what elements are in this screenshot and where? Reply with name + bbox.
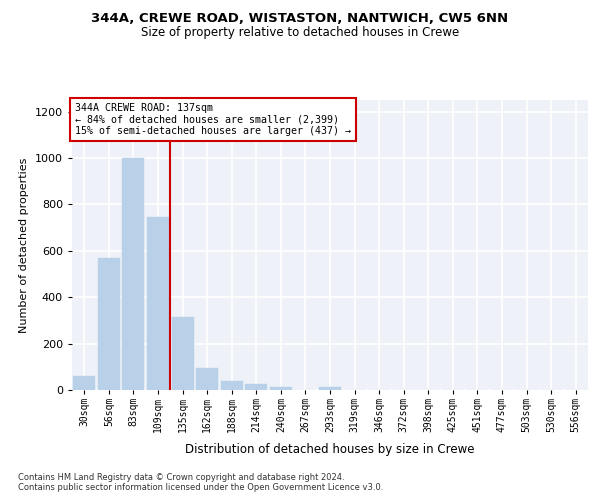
Bar: [221, 381, 243, 390]
Text: Contains public sector information licensed under the Open Government Licence v3: Contains public sector information licen…: [18, 484, 383, 492]
Bar: [147, 217, 169, 390]
Y-axis label: Number of detached properties: Number of detached properties: [19, 158, 29, 332]
Text: Contains HM Land Registry data © Crown copyright and database right 2024.: Contains HM Land Registry data © Crown c…: [18, 474, 344, 482]
Bar: [172, 317, 194, 390]
Bar: [245, 384, 268, 390]
Bar: [196, 368, 218, 390]
Bar: [73, 376, 95, 390]
Text: 344A, CREWE ROAD, WISTASTON, NANTWICH, CW5 6NN: 344A, CREWE ROAD, WISTASTON, NANTWICH, C…: [91, 12, 509, 26]
Bar: [122, 158, 145, 390]
Bar: [319, 387, 341, 390]
Text: 344A CREWE ROAD: 137sqm
← 84% of detached houses are smaller (2,399)
15% of semi: 344A CREWE ROAD: 137sqm ← 84% of detache…: [74, 103, 350, 136]
Text: Size of property relative to detached houses in Crewe: Size of property relative to detached ho…: [141, 26, 459, 39]
Text: Distribution of detached houses by size in Crewe: Distribution of detached houses by size …: [185, 442, 475, 456]
Bar: [98, 258, 120, 390]
Bar: [270, 387, 292, 390]
